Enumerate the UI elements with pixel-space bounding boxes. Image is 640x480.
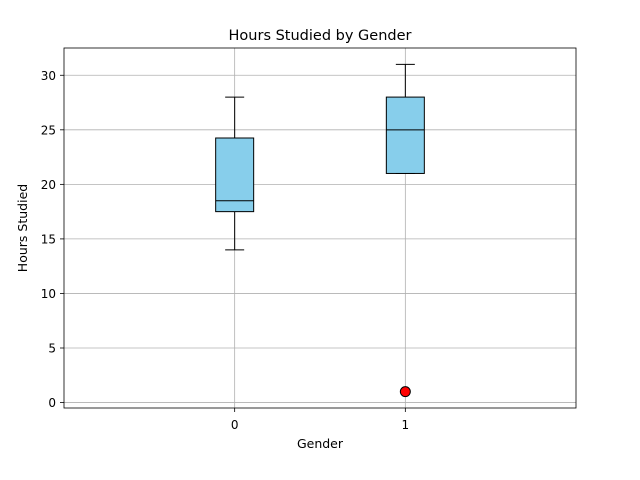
y-axis-label: Hours Studied	[15, 184, 30, 272]
plot-frame	[63, 47, 577, 409]
y-tick-label: 5	[48, 342, 56, 356]
y-tick-label: 30	[41, 69, 56, 83]
x-axis-label: Gender	[297, 436, 344, 451]
box-layer	[215, 63, 425, 398]
grid-layer	[64, 48, 576, 408]
iqr-box	[215, 137, 255, 213]
chart-title: Hours Studied by Gender	[229, 28, 412, 44]
x-tick-label: 1	[402, 418, 410, 432]
box-group-0	[215, 96, 255, 251]
tick-layer: 0 5 10 15 20 25 30 0 1	[41, 69, 409, 432]
x-tick-label: 0	[231, 418, 239, 432]
y-tick-label: 10	[41, 287, 56, 301]
outlier-point	[399, 386, 411, 398]
y-tick-label: 15	[41, 232, 56, 246]
box-group-1	[385, 63, 425, 398]
y-tick-label: 25	[41, 123, 56, 137]
y-tick-label: 20	[41, 178, 56, 192]
y-tick-label: 0	[48, 396, 56, 410]
iqr-box	[385, 96, 425, 174]
